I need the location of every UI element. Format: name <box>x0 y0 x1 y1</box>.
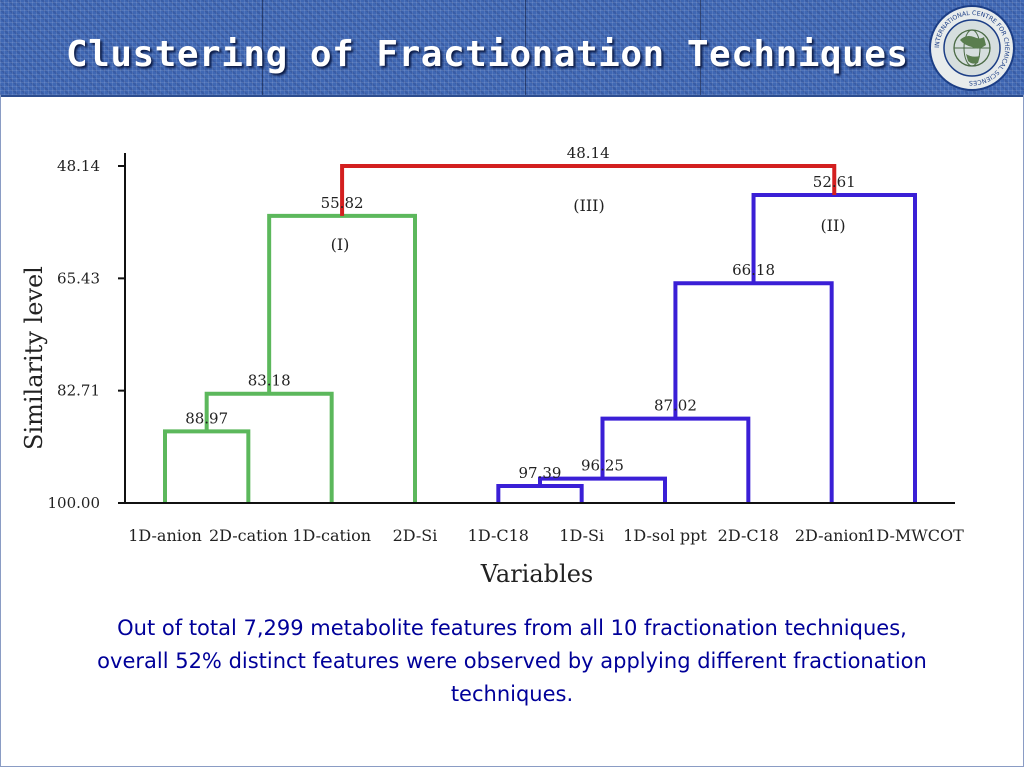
x-tick-label: 1D-sol ppt <box>623 526 707 545</box>
dendrogram-branch <box>600 416 751 503</box>
merge-value-label: 48.14 <box>567 144 610 162</box>
dendrogram-branch <box>673 281 834 503</box>
header-divider <box>700 0 701 95</box>
x-tick-label: 2D-C18 <box>718 526 779 545</box>
x-tick-label: 1D-C18 <box>468 526 529 545</box>
slide-header: Clustering of Fractionation Techniques I… <box>0 0 1024 97</box>
y-tick-label: 65.43 <box>57 269 100 287</box>
merge-value-label: 97.39 <box>519 464 562 482</box>
x-tick-label: 2D-anion <box>795 526 869 545</box>
dendrogram-branch <box>751 193 917 503</box>
merge-value-label: 55.82 <box>321 194 364 212</box>
x-axis-labels: 1D-anion 2D-cation 1D-cation 2D-Si 1D-C18 1D-… <box>128 526 964 545</box>
merge-value-label: 87.02 <box>654 397 697 415</box>
x-tick-label: 1D-cation <box>292 526 371 545</box>
merge-labels: 88.97 83.18 55.82 97.39 96.25 87.02 66.18 52.61… <box>185 144 856 482</box>
slide-caption: Out of total 7,299 metabolite features f… <box>97 616 927 706</box>
dendrogram-branch <box>267 213 417 503</box>
cluster-label-I: (I) <box>331 235 350 254</box>
cluster-label-II: (II) <box>820 216 845 235</box>
merge-value-label: 66.18 <box>732 261 775 279</box>
x-tick-label: 1D-MWCOT <box>866 526 964 545</box>
y-tick-label: 100.00 <box>48 494 101 512</box>
y-axis-ticks: 48.14 65.43 82.71 100.00 <box>48 157 126 512</box>
x-axis-title: Variables <box>480 560 593 588</box>
merge-value-label: 83.18 <box>248 372 291 390</box>
dendrogram-branch <box>163 429 251 503</box>
dendrogram-branch <box>340 164 837 216</box>
x-tick-label: 2D-Si <box>393 526 438 545</box>
dendrogram-branches <box>163 164 917 503</box>
x-tick-label: 2D-cation <box>209 526 288 545</box>
institution-logo: INTERNATIONAL CENTRE FOR CHEMICAL SCIENC… <box>929 5 1015 91</box>
merge-value-label: 88.97 <box>185 409 228 427</box>
merge-value-label: 96.25 <box>581 457 624 475</box>
slide-title: Clustering of Fractionation Techniques <box>66 34 909 75</box>
x-tick-label: 1D-anion <box>128 526 202 545</box>
y-axis-title: Similarity level <box>20 266 48 450</box>
x-tick-label: 1D-Si <box>559 526 604 545</box>
y-tick-label: 82.71 <box>57 382 100 400</box>
dendrogram-branch <box>496 484 584 503</box>
cluster-label-III: (III) <box>573 196 604 215</box>
header-divider <box>525 0 526 95</box>
header-divider <box>262 0 263 95</box>
dendrogram-branch <box>538 476 667 503</box>
merge-value-label: 52.61 <box>813 173 856 191</box>
y-tick-label: 48.14 <box>57 157 100 175</box>
